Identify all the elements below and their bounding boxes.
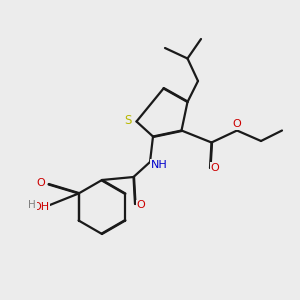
Text: O: O <box>210 163 219 173</box>
Text: NH: NH <box>151 160 167 170</box>
Text: O: O <box>37 178 46 188</box>
Text: O: O <box>232 119 242 130</box>
Text: O: O <box>136 200 146 211</box>
Text: H: H <box>28 200 36 210</box>
Text: OH: OH <box>33 202 50 212</box>
Text: S: S <box>124 113 131 127</box>
